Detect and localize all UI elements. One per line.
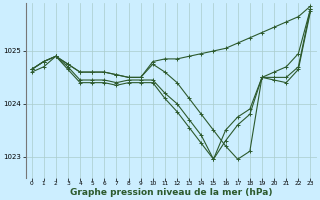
X-axis label: Graphe pression niveau de la mer (hPa): Graphe pression niveau de la mer (hPa) [70, 188, 272, 197]
